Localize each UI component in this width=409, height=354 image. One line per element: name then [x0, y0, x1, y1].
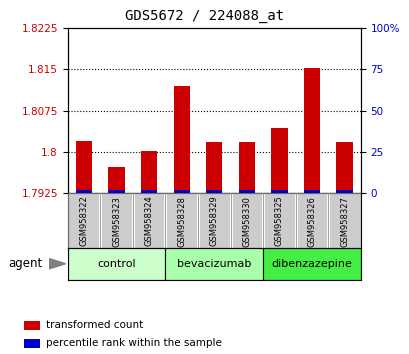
Text: GSM958329: GSM958329 [209, 196, 218, 246]
Bar [335, 142, 352, 193]
Text: GSM958330: GSM958330 [242, 196, 251, 246]
Bar [100, 193, 133, 248]
Bar [108, 190, 124, 193]
Text: percentile rank within the sample: percentile rank within the sample [45, 338, 221, 348]
Text: GSM958328: GSM958328 [177, 196, 186, 246]
Text: bevacizumab: bevacizumab [177, 259, 251, 269]
Bar [76, 141, 92, 193]
Bar [173, 190, 189, 193]
Bar [328, 193, 360, 248]
Text: GSM958322: GSM958322 [79, 196, 88, 246]
Bar [303, 68, 319, 193]
Text: control: control [97, 259, 135, 269]
Bar [141, 190, 157, 193]
Bar [24, 321, 40, 330]
Text: agent: agent [8, 257, 43, 270]
Bar [198, 193, 230, 248]
Text: GSM958324: GSM958324 [144, 196, 153, 246]
Bar [271, 128, 287, 193]
Bar [141, 151, 157, 193]
Bar [271, 190, 287, 193]
Bar [335, 190, 352, 193]
Bar [165, 248, 263, 280]
Bar [206, 190, 222, 193]
Bar [263, 193, 295, 248]
Text: GSM958325: GSM958325 [274, 196, 283, 246]
Polygon shape [49, 259, 65, 269]
Text: GSM958326: GSM958326 [307, 196, 316, 246]
Bar [238, 190, 254, 193]
Bar [133, 193, 165, 248]
Bar [238, 142, 254, 193]
Bar [108, 167, 124, 193]
Bar [295, 193, 328, 248]
Text: dibenzazepine: dibenzazepine [271, 259, 351, 269]
Bar [173, 86, 189, 193]
Bar [67, 193, 100, 248]
Bar [67, 248, 165, 280]
Text: GSM958327: GSM958327 [339, 196, 348, 246]
Bar [206, 142, 222, 193]
Bar [165, 193, 198, 248]
Bar [303, 190, 319, 193]
Bar [76, 190, 92, 193]
Bar [24, 339, 40, 348]
Text: GDS5672 / 224088_at: GDS5672 / 224088_at [125, 9, 284, 23]
Text: transformed count: transformed count [45, 320, 142, 330]
Bar [263, 248, 360, 280]
Text: GSM958323: GSM958323 [112, 196, 121, 246]
Bar [230, 193, 263, 248]
